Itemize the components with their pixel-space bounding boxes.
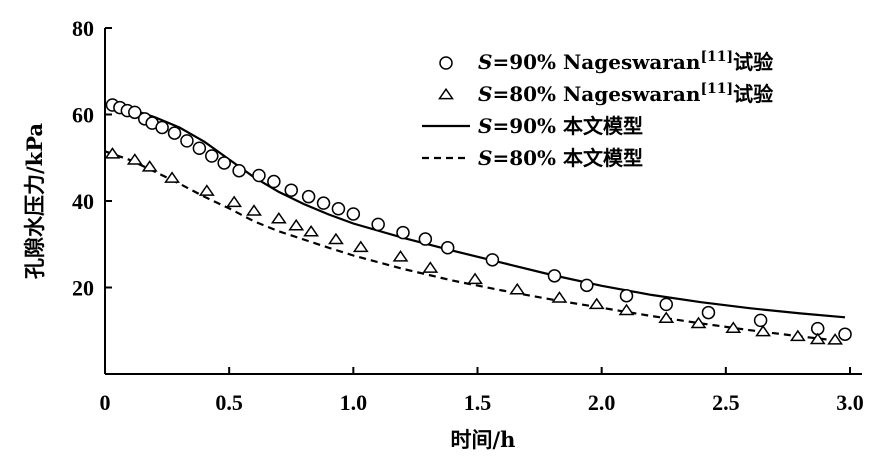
s80-experiment-point [392, 250, 409, 262]
s90-experiment-point [346, 207, 361, 221]
s80-experiment-point [270, 211, 287, 224]
s90-experiment-point [128, 105, 142, 120]
s80-experiment-point [328, 232, 344, 245]
s80-experiment-point [690, 316, 707, 329]
s90-experiment-point [371, 217, 385, 232]
axes [104, 28, 862, 375]
x-tick-label: 1.5 [464, 390, 492, 415]
legend-circle-marker [439, 56, 453, 70]
x-tick-label: 0.5 [215, 390, 243, 415]
s90-experiment-point [547, 269, 562, 283]
s80-experiment-point [288, 218, 305, 231]
s90-experiment-point [580, 278, 594, 293]
s90-experiment-point [619, 288, 634, 303]
s90-experiment-point [252, 168, 266, 183]
s90-experiment-point [418, 232, 433, 246]
s80-experiment-point [141, 160, 158, 172]
legend: S=90% Nageswaran[11]试验 S=80% Nageswaran[1… [422, 49, 773, 170]
s90-experiment-point [180, 134, 194, 148]
y-tick-label: 60 [72, 103, 94, 128]
x-tick-label: 1.0 [340, 390, 368, 415]
s80-experiment-point [422, 261, 439, 273]
s90-experiment-point [217, 156, 231, 170]
s80-experiment-point [658, 311, 675, 324]
s90-experiment-point [232, 163, 246, 178]
s80-experiment-point [809, 332, 826, 345]
s90-experiment-point [192, 141, 207, 155]
s80-experiment-point [509, 282, 526, 295]
s80-experiment-point [164, 171, 180, 183]
s90-experiment-point [440, 240, 455, 255]
s80-experiment-point [198, 184, 215, 196]
tick-labels: 0 0.5 1.0 1.5 2.0 2.5 3.0 20 40 60 80 [72, 16, 864, 415]
y-tick-label: 20 [72, 276, 94, 301]
y-axis-label: 孔隙水压力/kPa [22, 123, 47, 279]
s90-experiment-point [701, 305, 716, 320]
s80-experiment-point [588, 297, 605, 310]
x-tick-label: 2.0 [588, 390, 616, 415]
s90-experiment-point [167, 126, 182, 140]
experiment-markers [104, 98, 852, 345]
x-tick-label: 2.5 [712, 390, 740, 415]
s90-experiment-point [301, 189, 316, 204]
s90-experiment-point [284, 183, 298, 197]
s90-model-solid-line [104, 103, 846, 319]
s80-experiment-point [725, 321, 742, 333]
s80-model-dashed-line [104, 150, 838, 342]
x-axis-label: 时间/h [451, 427, 516, 452]
legend-triangle-marker [438, 87, 454, 100]
legend-label: S=90% Nageswaran[11]试验 [478, 49, 773, 74]
s80-experiment-point [226, 195, 243, 208]
s80-experiment-point [551, 291, 568, 303]
s90-experiment-point [316, 196, 331, 210]
s90-experiment-point [838, 327, 852, 341]
s80-experiment-point [467, 272, 483, 285]
y-tick-label: 80 [72, 16, 94, 41]
legend-item: S=80% Nageswaran[11]试验 [438, 81, 773, 106]
y-tick-label: 40 [72, 189, 94, 214]
s80-experiment-point [755, 324, 772, 337]
s80-experiment-point [827, 333, 844, 345]
s90-experiment-point [485, 253, 500, 267]
model-lines [104, 103, 846, 342]
s90-experiment-point [396, 225, 410, 240]
s80-experiment-point [618, 303, 635, 316]
s80-experiment-point [126, 153, 143, 165]
x-tick-label: 0 [100, 390, 111, 415]
s90-experiment-point [659, 297, 673, 312]
s80-experiment-point [789, 329, 806, 342]
legend-label: S=90% 本文模型 [478, 114, 643, 138]
legend-item: S=80% 本文模型 [422, 146, 643, 170]
legend-label: S=80% 本文模型 [478, 146, 643, 170]
legend-item: S=90% 本文模型 [422, 114, 643, 138]
x-tick-label: 3.0 [836, 390, 864, 415]
s90-experiment-point [331, 202, 346, 216]
s80-experiment-point [104, 147, 121, 159]
s80-experiment-point [246, 204, 262, 216]
s90-experiment-point [753, 313, 768, 328]
legend-label: S=80% Nageswaran[11]试验 [478, 81, 773, 106]
ticks [104, 27, 851, 374]
s80-experiment-point [352, 240, 369, 253]
s90-experiment-point [267, 174, 281, 189]
s80-experiment-point [303, 224, 320, 237]
legend-item: S=90% Nageswaran[11]试验 [439, 49, 773, 74]
s90-experiment-point [155, 120, 169, 135]
s90-experiment-point [205, 149, 219, 163]
